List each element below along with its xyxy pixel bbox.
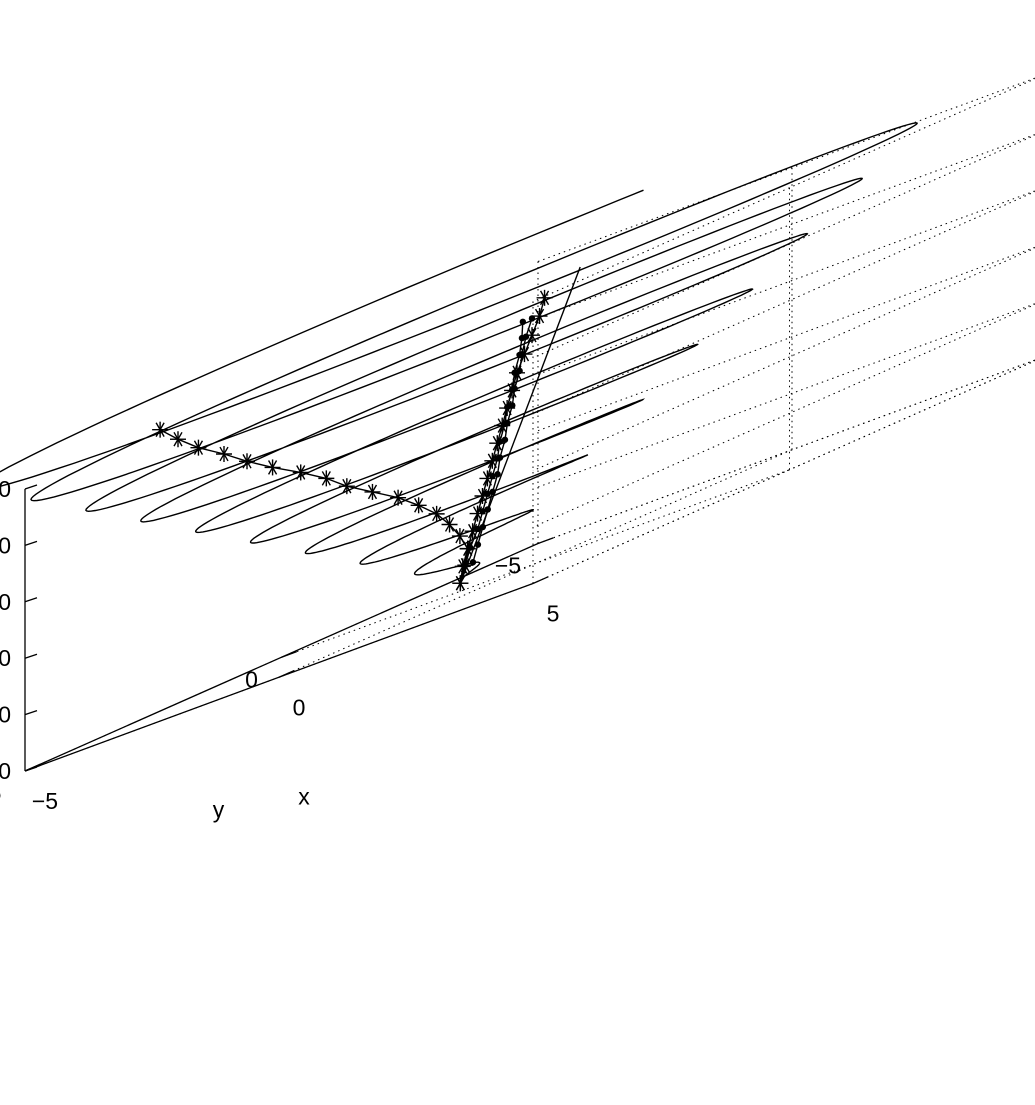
star-marker bbox=[410, 497, 427, 514]
z-tick-label: 10 bbox=[0, 702, 11, 728]
star-marker bbox=[524, 327, 541, 344]
dot-marker bbox=[522, 333, 530, 340]
star-marker bbox=[504, 382, 521, 399]
x-tick bbox=[532, 576, 549, 585]
side-wall-grid-line bbox=[532, 360, 1035, 584]
dot-marker bbox=[501, 436, 509, 443]
back-wall-grid-line bbox=[537, 133, 1035, 319]
series-line bbox=[459, 266, 581, 584]
z-tick-label: 0 bbox=[0, 758, 11, 784]
star-marker bbox=[190, 439, 207, 456]
dot-marker bbox=[484, 506, 491, 513]
back-wall-grid-line bbox=[537, 190, 1035, 375]
side-wall-grid-line bbox=[532, 134, 1035, 359]
dot-marker bbox=[519, 318, 527, 326]
star-marker bbox=[338, 478, 355, 495]
star-marker bbox=[479, 470, 496, 487]
star-marker bbox=[494, 417, 511, 434]
star-marker bbox=[390, 489, 407, 506]
spiral-trajectory bbox=[0, 122, 918, 584]
y-tick bbox=[281, 651, 297, 658]
star-marker bbox=[318, 470, 335, 487]
star-marker bbox=[170, 431, 186, 448]
x-tick-label: 0 bbox=[293, 694, 306, 720]
dot-marker bbox=[528, 315, 536, 322]
series-5 bbox=[152, 421, 476, 592]
y-tick-label: 0 bbox=[245, 666, 258, 692]
star-marker bbox=[364, 483, 381, 500]
dot-marker bbox=[494, 471, 501, 478]
z-tick-label: 40 bbox=[0, 532, 11, 558]
x-tick bbox=[278, 669, 295, 678]
z-tick-label: 20 bbox=[0, 645, 11, 671]
back-wall-grid-line bbox=[537, 303, 1035, 488]
side-wall-grid-line bbox=[532, 191, 1035, 415]
star-marker bbox=[459, 540, 476, 557]
back-wall-grid-line bbox=[537, 359, 1035, 544]
star-marker bbox=[215, 445, 232, 462]
z-tick bbox=[24, 766, 38, 772]
star-marker bbox=[292, 464, 309, 481]
x-tick-label: −5 bbox=[32, 788, 58, 814]
y-tick-label: −5 bbox=[495, 553, 521, 579]
star-marker bbox=[239, 453, 256, 470]
side-wall-grid-line bbox=[532, 247, 1035, 472]
side-wall-grid-line bbox=[532, 78, 1035, 302]
axis-labels: x y z bbox=[213, 783, 311, 822]
y-axis-label: y bbox=[213, 796, 225, 822]
star-marker bbox=[484, 452, 501, 469]
series-1 bbox=[459, 266, 581, 584]
x-tick-label: 5 bbox=[547, 601, 560, 627]
star-marker bbox=[464, 523, 481, 540]
grid-lines bbox=[24, 77, 1035, 772]
y-tick-label: 5 bbox=[0, 780, 1, 806]
z-tick bbox=[24, 484, 38, 490]
floor-grid-line bbox=[532, 360, 1035, 584]
data-series bbox=[0, 122, 918, 592]
star-marker bbox=[516, 346, 533, 363]
star-marker bbox=[536, 289, 553, 306]
z-tick-label: 30 bbox=[0, 589, 11, 615]
star-marker bbox=[428, 505, 445, 522]
dot-marker bbox=[479, 523, 487, 531]
dot-marker bbox=[474, 541, 482, 548]
dot-marker bbox=[496, 454, 504, 461]
z-tick bbox=[24, 709, 38, 716]
dot-marker bbox=[489, 488, 496, 496]
axes bbox=[24, 489, 539, 772]
z-tick-label: 50 bbox=[0, 476, 11, 502]
star-marker bbox=[264, 459, 281, 476]
side-wall-grid-line bbox=[532, 303, 1035, 528]
star-marker bbox=[452, 575, 469, 592]
axis-ticks: −505−50501020304050 bbox=[0, 476, 559, 814]
star-marker bbox=[469, 505, 486, 522]
dot-marker bbox=[509, 402, 516, 409]
star-marker bbox=[489, 435, 506, 452]
star-marker bbox=[531, 308, 548, 325]
star-marker bbox=[441, 516, 458, 533]
star-marker bbox=[457, 557, 474, 574]
star-marker bbox=[474, 487, 491, 504]
y-tick bbox=[537, 537, 554, 545]
dot-marker bbox=[504, 419, 511, 427]
z-tick bbox=[24, 653, 38, 659]
back-wall-grid-line bbox=[537, 77, 1035, 262]
dot-marker bbox=[469, 559, 477, 566]
z-tick bbox=[24, 597, 38, 603]
star-marker bbox=[451, 528, 468, 545]
floor-grid-line bbox=[281, 469, 790, 658]
star-marker bbox=[152, 421, 169, 438]
star-marker bbox=[508, 364, 525, 381]
z-tick bbox=[24, 540, 38, 547]
floor-grid-line bbox=[537, 359, 1035, 544]
back-wall-grid-line bbox=[537, 246, 1035, 432]
star-marker bbox=[499, 400, 516, 417]
x-axis-label: x bbox=[298, 783, 310, 809]
